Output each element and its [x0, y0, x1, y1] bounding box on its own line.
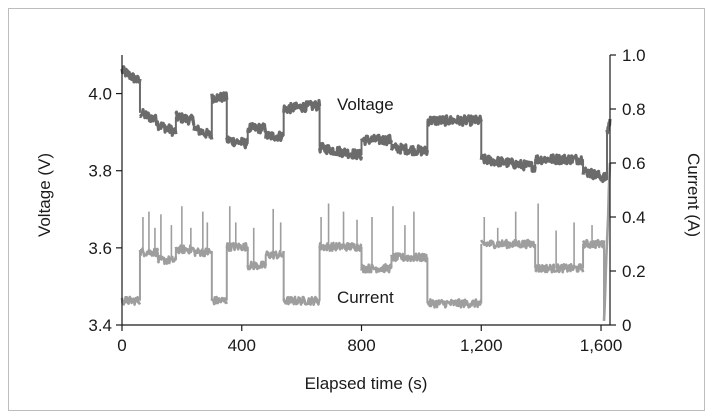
y-left-tick-label: 3.8 [88, 162, 112, 181]
x-axis-title: Elapsed time (s) [305, 374, 428, 393]
x-tick-label: 400 [228, 336, 256, 355]
voltage-segment [192, 124, 214, 140]
current-segment [193, 247, 214, 258]
voltage-segment [264, 130, 285, 142]
voltage-series-label: Voltage [337, 95, 394, 114]
voltage-segment [479, 153, 537, 173]
x-tick-label: 800 [347, 336, 375, 355]
current-segment [390, 252, 429, 263]
current-segment [581, 238, 606, 249]
voltage-segment [174, 110, 196, 126]
y-right-tick-label: 0.4 [622, 208, 646, 227]
voltage-segment [120, 65, 142, 84]
current-series-label: Current [337, 288, 394, 307]
current-segment [174, 244, 196, 255]
voltage-segment [533, 153, 585, 166]
series-layer [120, 65, 612, 321]
voltage-segment [210, 91, 229, 104]
x-tick-label: 1,600 [580, 336, 623, 355]
voltage-segment [581, 166, 609, 184]
x-tick-label: 1,200 [460, 336, 503, 355]
current-segment [120, 295, 142, 306]
voltage-segment [139, 107, 160, 127]
voltage-segment [225, 135, 249, 150]
current-segment [318, 241, 363, 252]
y-right-tick-label: 0 [622, 316, 631, 335]
y-left-tick-label: 3.6 [88, 239, 112, 258]
voltage-segment [246, 121, 267, 135]
current-segment [246, 260, 267, 271]
current-segment [426, 298, 483, 309]
current-segment [210, 295, 229, 306]
voltage-segment [426, 114, 483, 127]
y-right-tick-label: 0.6 [622, 154, 646, 173]
voltage-segment [318, 141, 364, 161]
right-y-axis-title: Current (A) [684, 153, 703, 237]
ticks-layer: 0 400 800 1,200 1,600 3.4 3.6 3.8 4.0 0 0.2 0.4 0.6 0… [88, 46, 645, 355]
y-right-tick-label: 1.0 [622, 46, 646, 65]
current-segment [225, 241, 249, 252]
current-segment [360, 263, 393, 274]
current-segment [480, 238, 537, 250]
voltage-segment [360, 133, 393, 147]
voltage-segment [389, 142, 429, 157]
current-segment [282, 295, 321, 307]
y-left-tick-label: 4.0 [88, 85, 112, 104]
voltage-segment [282, 98, 322, 115]
x-tick-label: 0 [117, 336, 126, 355]
y-right-tick-label: 0.2 [622, 262, 646, 281]
y-left-tick-label: 3.4 [88, 316, 112, 335]
voltage-segment [156, 121, 178, 137]
left-y-axis-title: Voltage (V) [35, 153, 54, 237]
plot-area: 0 400 800 1,200 1,600 3.4 3.6 3.8 4.0 0 0.2 0.4 0.6 0… [88, 46, 645, 355]
figure-frame [8, 8, 705, 411]
current-segment [534, 262, 585, 274]
y-right-tick-label: 0.8 [622, 100, 646, 119]
